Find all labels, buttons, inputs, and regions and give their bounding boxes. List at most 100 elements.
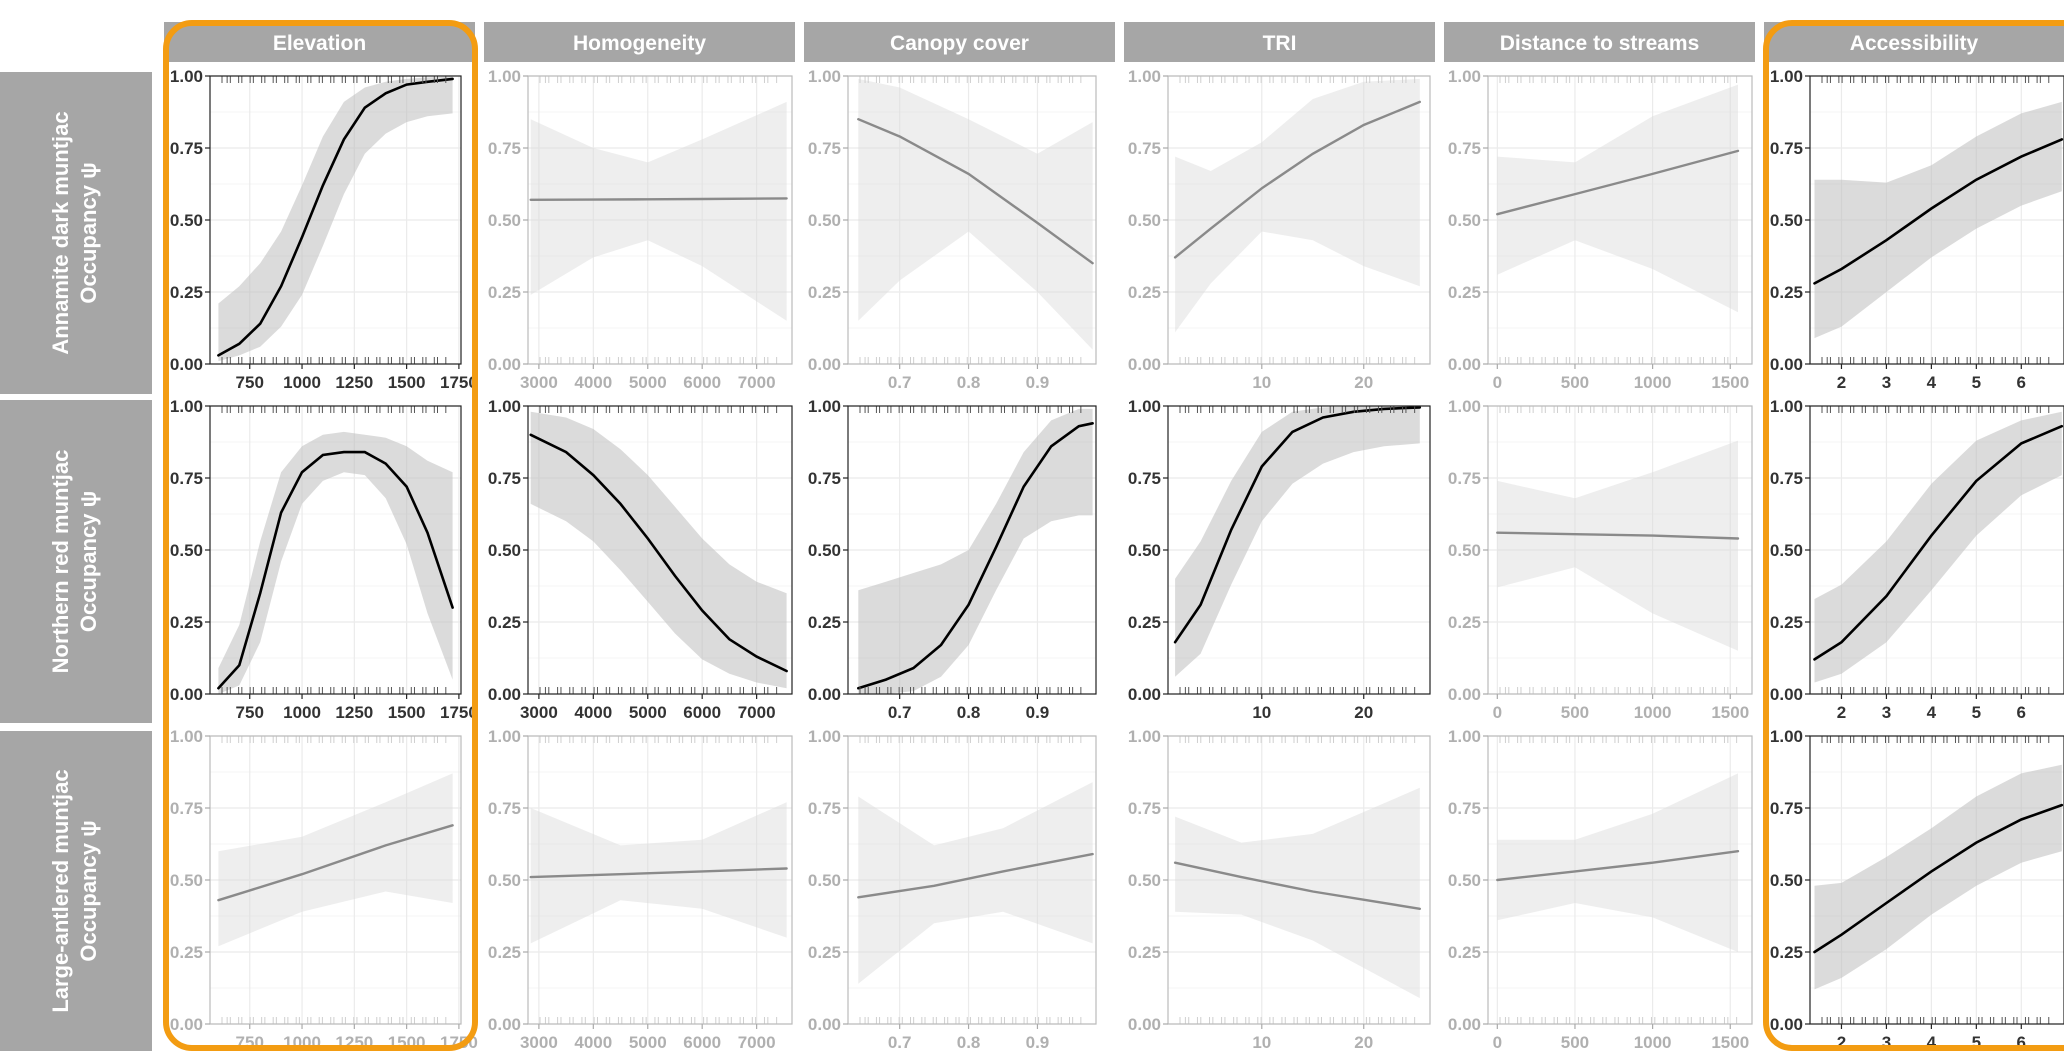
col-strip-label: Elevation (273, 32, 366, 55)
panel-northern-red-muntjac-distance-to-streams: 0.00 0.25 0.50 0.75 1.00 0 500 1000 1500 (1448, 397, 1753, 722)
occupancy-curve (857, 852, 1094, 899)
y-tick-label: 0.75 (1448, 799, 1481, 818)
occupancy-curve (1496, 850, 1740, 882)
x-tick-label: 1750 (440, 373, 478, 392)
y-tick-label: 0.50 (808, 871, 841, 890)
x-tick-label: 0 (1493, 373, 1502, 392)
col-strip-label: Homogeneity (573, 32, 706, 55)
x-tick-label: 3000 (520, 703, 558, 722)
panel-plot-area (529, 736, 788, 1024)
panel-northern-red-muntjac-tri: 0.00 0.25 0.50 0.75 1.00 10 20 (1128, 397, 1431, 722)
panel-annamite-dark-muntjac-tri: 0.00 0.25 0.50 0.75 1.00 10 20 (1128, 67, 1431, 392)
row-strip-label-group: Large-antlered muntjac Occupancy ψ (48, 769, 101, 1012)
x-tick-label: 2 (1837, 1033, 1846, 1051)
panel-plot-area (217, 736, 454, 1024)
x-tick-label: 3 (1882, 373, 1891, 392)
x-tick-label: 4000 (574, 373, 612, 392)
y-tick-label: 0.50 (1448, 211, 1481, 230)
x-tick-label: 5 (1972, 703, 1981, 722)
y-tick-label: 1.00 (1128, 397, 1161, 416)
panel-plot-area (529, 406, 788, 694)
confidence-ribbon (858, 78, 1093, 350)
y-tick-label: 1.00 (1770, 67, 1803, 86)
confidence-ribbon (218, 773, 453, 947)
y-tick-label: 0.25 (488, 283, 521, 302)
panel-plot-area (217, 76, 454, 364)
confidence-ribbon (530, 101, 787, 321)
y-tick-label: 0.50 (1770, 871, 1803, 890)
occupancy-curve (217, 824, 454, 902)
occupancy-curve (857, 422, 1094, 690)
row-strip-ylabel: Occupancy ψ (76, 162, 101, 303)
x-tick-label: 7000 (738, 703, 776, 722)
y-tick-label: 0.00 (808, 1015, 841, 1034)
y-tick-label: 1.00 (808, 67, 841, 86)
y-tick-label: 0.75 (1128, 799, 1161, 818)
y-tick-label: 1.00 (488, 727, 521, 746)
x-tick-label: 1500 (388, 703, 426, 722)
x-tick-label: 10 (1252, 1033, 1271, 1051)
y-tick-label: 0.75 (1128, 469, 1161, 488)
y-tick-label: 0.25 (1448, 283, 1481, 302)
x-tick-label: 6000 (683, 373, 721, 392)
panel-plot-area (529, 76, 788, 364)
panel-annamite-dark-muntjac-accessibility: 0.00 0.25 0.50 0.75 1.00 2 3 4 5 6 (1770, 67, 2064, 392)
y-tick-label: 1.00 (1128, 67, 1161, 86)
x-tick-label: 6000 (683, 703, 721, 722)
highlight-box-elevation (163, 20, 478, 1051)
y-tick-label: 0.25 (1770, 283, 1803, 302)
y-tick-label: 0.75 (1448, 469, 1481, 488)
x-tick-label: 6 (2017, 373, 2026, 392)
occupancy-curve (529, 867, 788, 879)
y-tick-label: 1.00 (1448, 67, 1481, 86)
x-tick-label: 750 (236, 373, 264, 392)
x-tick-label: 0.7 (888, 703, 912, 722)
x-tick-label: 3000 (520, 1033, 558, 1051)
y-tick-label: 0.00 (1128, 355, 1161, 374)
x-tick-label: 4000 (574, 703, 612, 722)
occupancy-curve (1813, 138, 2064, 285)
row-strip-species-label: Northern red muntjac (48, 450, 73, 674)
highlight-box-accessibility (1763, 20, 2064, 1051)
y-tick-label: 0.75 (1770, 799, 1803, 818)
y-tick-label: 1.00 (1770, 727, 1803, 746)
confidence-ribbon (1814, 101, 2062, 339)
x-tick-label: 1500 (1711, 703, 1749, 722)
x-tick-label: 1000 (283, 373, 321, 392)
x-tick-label: 1000 (1634, 703, 1672, 722)
panel-large-antlered-muntjac-accessibility: 0.00 0.25 0.50 0.75 1.00 2 3 4 5 6 (1770, 727, 2064, 1051)
y-tick-label: 0.25 (170, 613, 203, 632)
x-tick-label: 6 (2017, 703, 2026, 722)
col-strip-label: Canopy cover (890, 32, 1029, 55)
y-tick-label: 0.75 (808, 469, 841, 488)
y-tick-label: 0.00 (488, 1015, 521, 1034)
x-tick-label: 20 (1354, 373, 1373, 392)
y-tick-label: 0.75 (488, 469, 521, 488)
panel-plot-area (857, 736, 1094, 1024)
y-tick-label: 0.25 (488, 613, 521, 632)
occupancy-curve (529, 197, 788, 201)
col-strip-label: Accessibility (1850, 32, 1979, 55)
y-tick-label: 0.75 (808, 799, 841, 818)
x-tick-label: 5000 (629, 703, 667, 722)
x-tick-label: 10 (1252, 703, 1271, 722)
row-strip-species-label: Annamite dark muntjac (48, 111, 73, 354)
x-tick-label: 4000 (574, 1033, 612, 1051)
row-strip-annamite-dark-muntjac (0, 72, 152, 394)
row-strip-large-antlered-muntjac (0, 731, 152, 1051)
y-tick-label: 0.50 (1128, 211, 1161, 230)
y-tick-label: 0.25 (170, 943, 203, 962)
y-tick-label: 1.00 (808, 397, 841, 416)
y-tick-label: 0.75 (170, 799, 203, 818)
occupancy-curve (1813, 803, 2064, 954)
confidence-ribbon (530, 411, 787, 689)
panel-large-antlered-muntjac-tri: 0.00 0.25 0.50 0.75 1.00 10 20 (1128, 727, 1431, 1051)
x-tick-label: 4 (1927, 373, 1937, 392)
y-tick-label: 0.50 (170, 211, 203, 230)
y-tick-label: 0.00 (170, 355, 203, 374)
y-tick-label: 0.75 (1448, 139, 1481, 158)
x-tick-label: 7000 (738, 373, 776, 392)
x-tick-label: 20 (1354, 703, 1373, 722)
